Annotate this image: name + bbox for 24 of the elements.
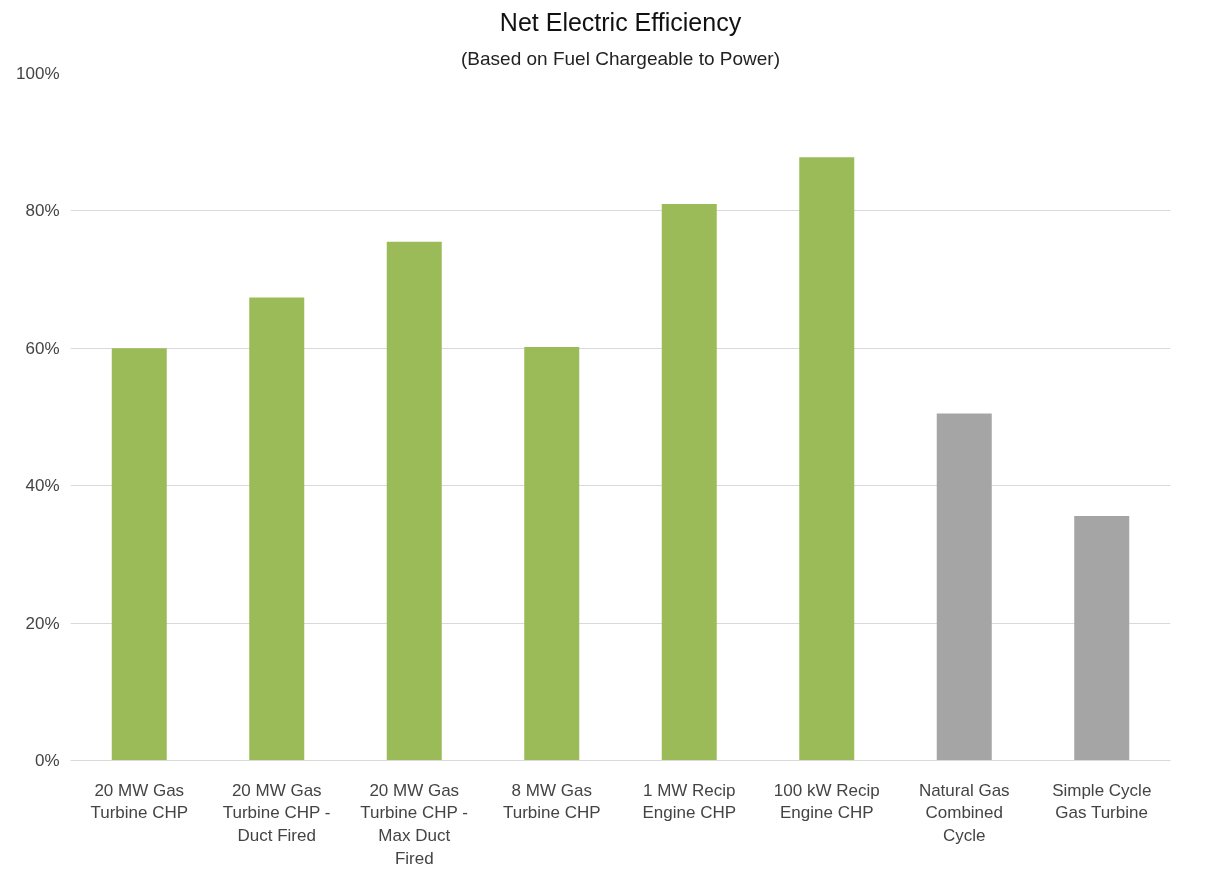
bar xyxy=(249,297,305,761)
y-tick-label: 60% xyxy=(25,338,60,358)
bar xyxy=(936,413,992,761)
bar xyxy=(111,348,167,761)
bar xyxy=(661,204,717,761)
x-tick-label: 20 MW Gas Turbine CHP - Max Duct Fired xyxy=(360,780,468,868)
y-tick-label: 80% xyxy=(25,201,60,221)
x-tick-label: 20 MW Gas Turbine CHP - Duct Fired xyxy=(222,780,331,846)
chart-subtitle: (Based on Fuel Chargeable to Power) xyxy=(461,47,780,69)
bar xyxy=(1074,515,1130,761)
chart-title: Net Electric Efficiency xyxy=(499,7,742,36)
y-tick-label: 100% xyxy=(16,64,60,83)
x-tick-label: 20 MW Gas Turbine CHP xyxy=(90,780,189,823)
x-tick-label: 100 kW Recip Engine CHP xyxy=(773,780,880,823)
bar xyxy=(386,241,442,761)
x-tick-label: Natural Gas Combined Cycle xyxy=(918,780,1010,846)
y-tick-label: 0% xyxy=(34,751,60,770)
bar xyxy=(799,157,855,761)
x-tick-label: 1 MW Recip Engine CHP xyxy=(642,780,737,823)
y-tick-label: 40% xyxy=(25,476,60,496)
bar xyxy=(524,346,580,761)
y-tick-label: 20% xyxy=(25,613,60,633)
x-tick-label: Simple Cycle Gas Turbine xyxy=(1052,780,1152,823)
x-tick-label: 8 MW Gas Turbine CHP xyxy=(502,780,601,823)
